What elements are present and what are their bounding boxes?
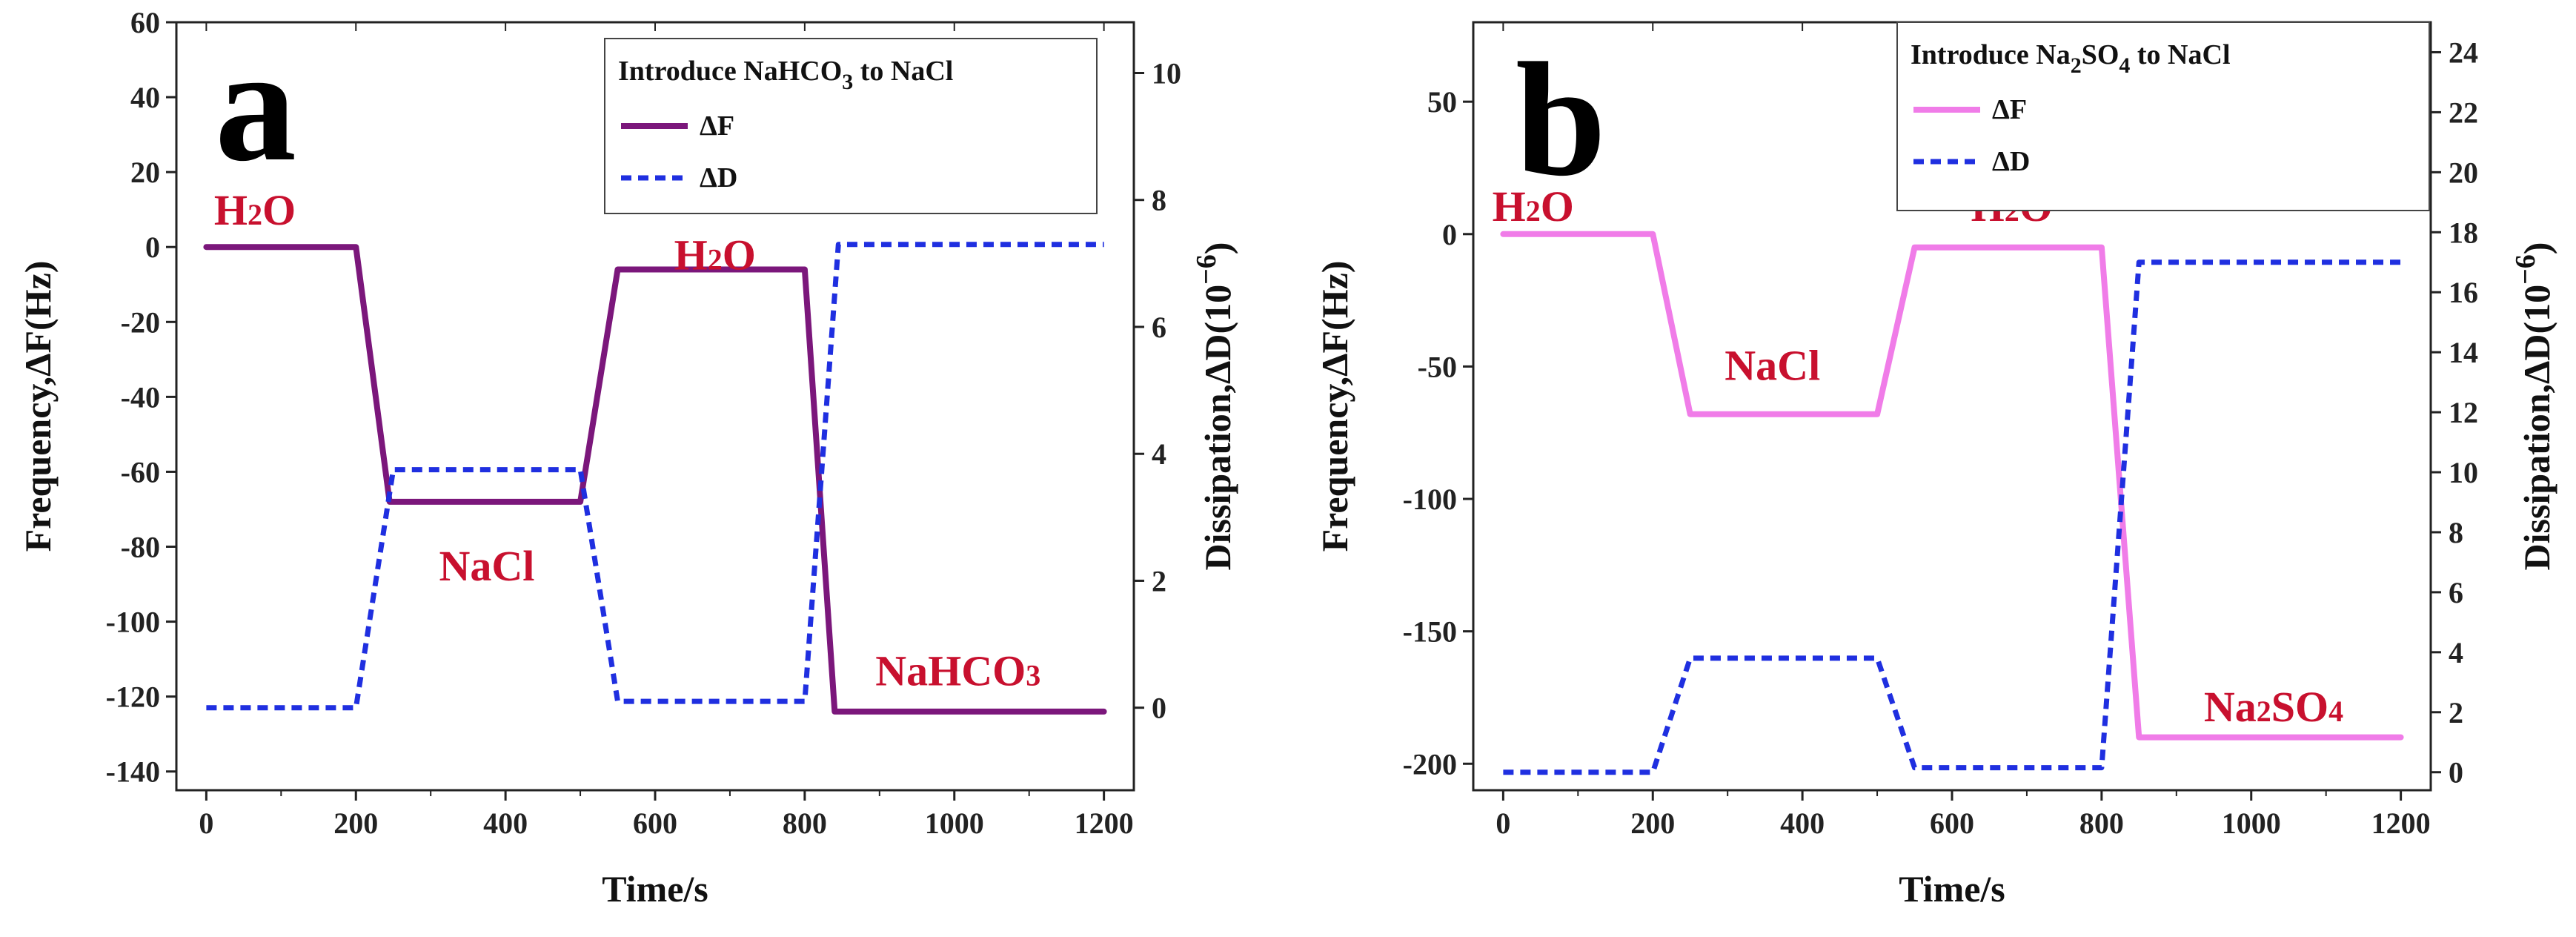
annotation-label: Na2SO4 [2204, 683, 2343, 731]
y2-tick-label: 0 [1152, 692, 1166, 725]
annotation-label: NaCl [1724, 341, 1820, 389]
y2-tick-label: 8 [1152, 184, 1166, 217]
annotation-label: NaHCO3 [875, 646, 1040, 695]
y-tick-label: -40 [121, 380, 160, 414]
y2-tick-label: 2 [2449, 696, 2463, 729]
y-axis-title: Frequency,ΔF(Hz) [17, 261, 59, 552]
x-tick-label: 600 [633, 807, 677, 840]
legend-title: Introduce NaHCO3 to NaCl [618, 56, 953, 94]
series-dissipation-line [1503, 259, 2401, 775]
x-axis-title: Time/s [602, 868, 708, 910]
y2-tick-label: 10 [1152, 56, 1181, 90]
panel-letter: b [1516, 29, 1606, 210]
y2-tick-label: 22 [2449, 96, 2478, 129]
x-tick-label: 800 [2079, 807, 2124, 840]
y2-tick-label: 18 [2449, 216, 2478, 249]
y-tick-label: 0 [145, 231, 160, 264]
y2-axis-title: Dissipation,ΔD(10−6) [1191, 242, 1238, 571]
y-tick-label: -80 [121, 531, 160, 564]
y2-tick-label: 2 [1152, 564, 1166, 597]
legend-entry-label: ΔF [700, 110, 734, 142]
panel-b: 0 200 400 600 800 1000 1200 -200 -150 -100 -50 0 50 0… [1314, 21, 2557, 910]
y-tick-label: -20 [121, 305, 160, 339]
legend-title: Introduce Na2SO4 to NaCl [1911, 39, 2231, 78]
y-tick-label: 40 [130, 81, 160, 114]
x-tick-label: 200 [1630, 807, 1675, 840]
y2-tick-label: 20 [2449, 156, 2478, 189]
y2-tick-label: 12 [2449, 396, 2478, 429]
legend-entry-label: ΔF [1992, 94, 2027, 125]
y-tick-label: 0 [1442, 218, 1457, 251]
y-axis-title: Frequency,ΔF(Hz) [1314, 261, 1355, 552]
x-tick-label: 800 [783, 807, 827, 840]
x-tick-label: 0 [199, 807, 213, 840]
series-frequency-line [1500, 231, 2404, 741]
x-tick-label: 400 [483, 807, 528, 840]
annotation-label: H2O [674, 231, 756, 279]
x-tick-label: 1200 [2371, 807, 2431, 840]
y-tick-label: -120 [106, 681, 160, 714]
y-tick-label: -150 [1403, 615, 1457, 649]
x-tick-label: 1200 [1075, 807, 1134, 840]
x-tick-label: 600 [1930, 807, 1974, 840]
x-tick-label: 200 [333, 807, 378, 840]
y-tick-label: -60 [121, 455, 160, 489]
y2-tick-label: 6 [2449, 576, 2463, 609]
x-tick-label: 0 [1496, 807, 1510, 840]
annotation-label: H2O [1493, 182, 1574, 231]
series-dissipation-line [206, 242, 1104, 711]
y2-tick-label: 4 [1152, 437, 1166, 471]
y2-tick-label: 14 [2449, 336, 2478, 369]
y-tick-label: -100 [1403, 483, 1457, 516]
y-tick-label: 60 [130, 6, 160, 39]
y2-tick-label: 6 [1152, 311, 1166, 344]
y2-tick-label: 0 [2449, 756, 2463, 789]
annotation-label: NaCl [439, 542, 534, 590]
x-axis-title: Time/s [1899, 868, 2005, 910]
x-tick-label: 1000 [2222, 807, 2281, 840]
annotation-label: H2O [214, 186, 296, 234]
legend-entry-label: ΔD [700, 162, 737, 193]
y-tick-label: 50 [1427, 85, 1457, 119]
panel-letter: a [215, 14, 296, 195]
series-frequency-line [203, 244, 1107, 715]
y-tick-label: -200 [1403, 747, 1457, 781]
y2-tick-label: 4 [2449, 636, 2463, 669]
panel-a: 0 200 400 600 800 1000 1200-140-120-100-80-60-… [17, 6, 1238, 910]
y-tick-label: -100 [106, 606, 160, 639]
y-tick-label: 20 [130, 156, 160, 189]
legend-entry-label: ΔD [1992, 146, 2030, 177]
y2-tick-label: 24 [2449, 36, 2478, 69]
x-tick-label: 1000 [925, 807, 984, 840]
y2-axis-title: Dissipation,ΔD(10−6) [2510, 242, 2557, 571]
y-tick-label: -50 [1418, 350, 1457, 383]
y2-tick-label: 8 [2449, 516, 2463, 549]
y-tick-label: -140 [106, 755, 160, 789]
x-tick-label: 400 [1780, 807, 1825, 840]
y2-tick-label: 10 [2449, 456, 2478, 489]
legend-box [1896, 21, 2430, 211]
y2-tick-label: 16 [2449, 276, 2478, 309]
